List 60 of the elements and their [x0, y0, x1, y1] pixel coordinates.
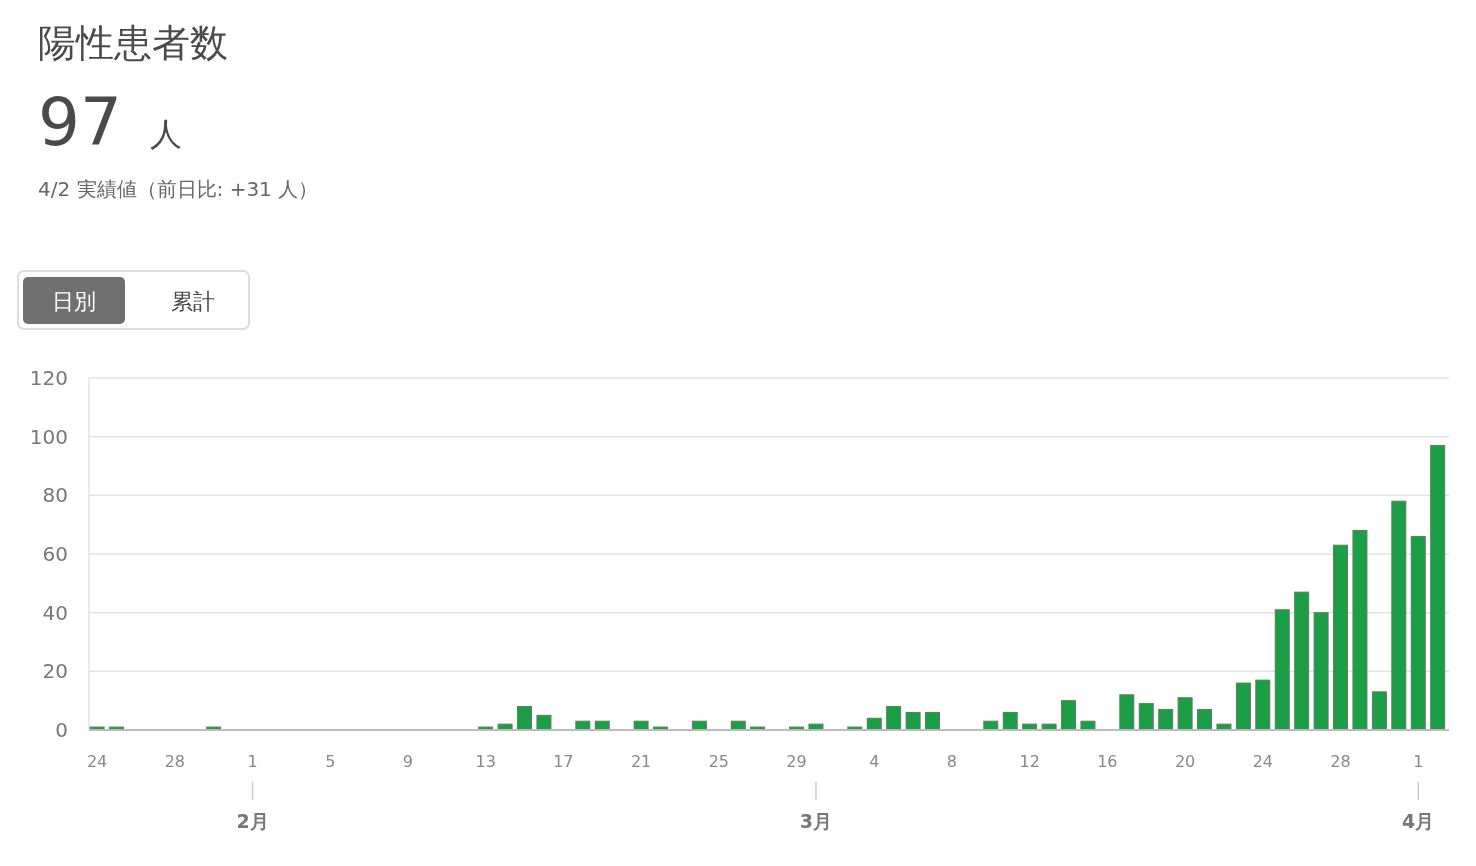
annotation: 4月: [1402, 810, 1435, 832]
x-tick-label: 12: [1019, 752, 1040, 771]
chart-title: 陽性患者数: [38, 21, 228, 65]
bar: [1294, 591, 1310, 731]
y-tick-label: 60: [42, 542, 68, 566]
bar: [1410, 535, 1426, 731]
bar: [1235, 682, 1251, 731]
bar: [1041, 723, 1057, 731]
x-tick-label: 25: [708, 752, 729, 771]
bar: [1391, 500, 1407, 731]
bar: [1216, 723, 1232, 731]
bar: [1313, 612, 1329, 731]
x-tick-label: 21: [630, 752, 652, 771]
bar: [1333, 544, 1349, 731]
bar: [536, 714, 552, 731]
y-tick-label: 100: [29, 424, 68, 449]
x-tick-label: 24: [1252, 752, 1273, 771]
y-tick-label: 80: [42, 483, 68, 508]
y-tick-label: 0: [55, 718, 68, 742]
x-tick-label: 16: [1097, 752, 1118, 771]
bar: [1158, 708, 1174, 731]
y-tick-label: 120: [29, 366, 68, 390]
text: 日別: [52, 289, 96, 314]
bar: [925, 711, 941, 731]
bar: [1274, 609, 1290, 731]
bar: [1119, 694, 1135, 731]
text: 累計: [171, 289, 215, 314]
x-tick-label: 1: [247, 752, 258, 771]
chart-subtitle: 97 人: [38, 84, 183, 161]
bar: [497, 723, 513, 731]
bar: [886, 706, 902, 731]
bar: [1352, 530, 1368, 731]
x-tick-label: 1: [1413, 752, 1424, 771]
x-tick-label: 8: [946, 752, 958, 771]
bar: [1371, 691, 1387, 731]
bar: [1430, 444, 1446, 731]
bar: [1255, 679, 1271, 731]
bar: [1177, 697, 1193, 731]
x-tick-label: 28: [164, 752, 185, 771]
bar: [1138, 703, 1154, 731]
annotation: 3月: [799, 810, 833, 832]
bar: [905, 711, 921, 731]
x-tick-label: 20: [1174, 752, 1196, 771]
x-tick-label: 13: [475, 752, 496, 771]
bar: [1002, 711, 1018, 731]
annotation: 2月: [236, 810, 269, 832]
bar: [1061, 700, 1077, 731]
bar: [1197, 708, 1213, 731]
text: 4/2 実績値（前日比: +31 人）: [38, 177, 319, 201]
bar: [808, 723, 824, 731]
bar: [517, 706, 533, 731]
x-tick-label: 29: [786, 752, 807, 771]
x-tick-label: 5: [325, 752, 336, 771]
x-tick-label: 28: [1330, 752, 1351, 771]
x-tick-label: 4: [869, 752, 880, 771]
y-tick-label: 40: [42, 600, 68, 625]
y-tick-label: 20: [42, 659, 68, 684]
x-tick-label: 17: [553, 752, 574, 771]
x-tick-label: 24: [86, 752, 108, 771]
x-tick-label: 9: [402, 752, 414, 771]
